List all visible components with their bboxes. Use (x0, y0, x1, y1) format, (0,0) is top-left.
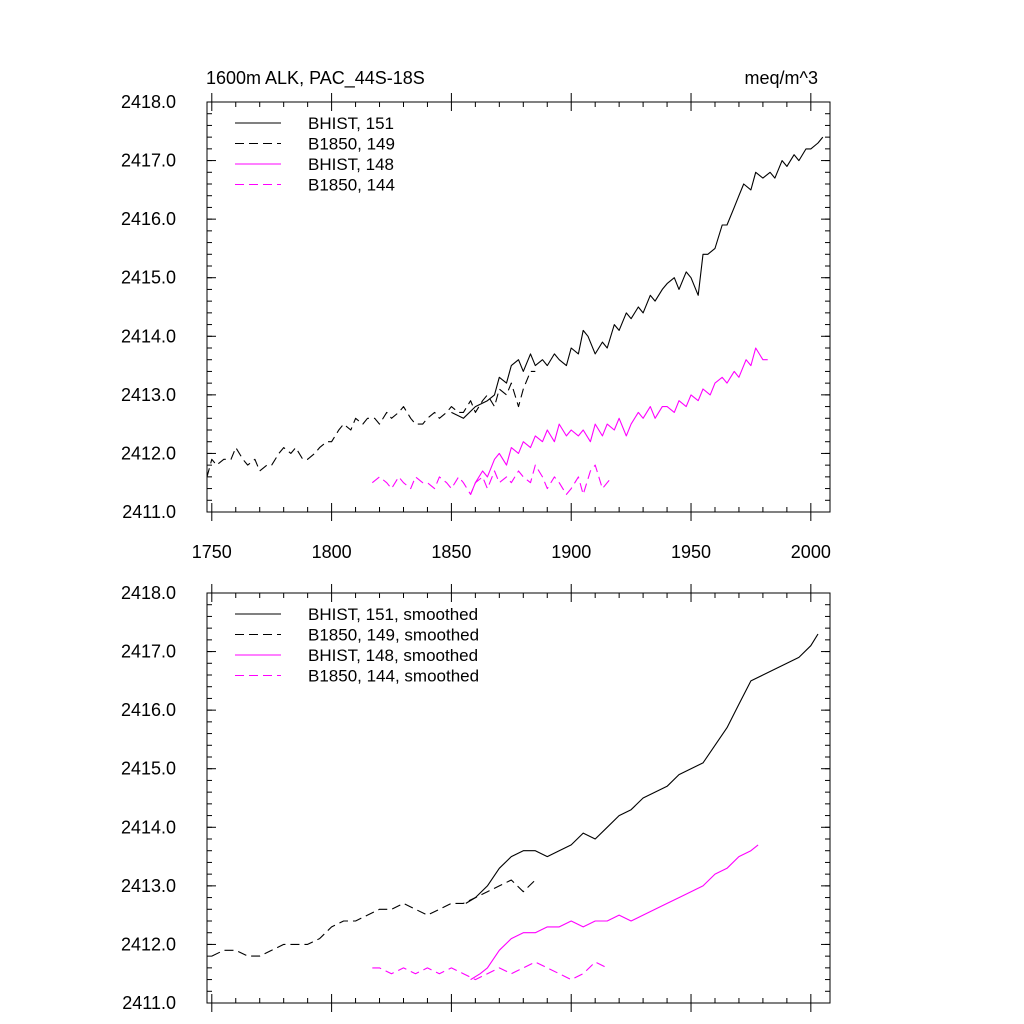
y-tick-label: 2417.0 (121, 151, 176, 171)
series-line (470, 844, 759, 981)
y-tick-label: 2416.0 (121, 700, 176, 720)
series-line (211, 879, 536, 957)
chart-title: 1600m ALK, PAC_44S-18S (206, 68, 425, 89)
x-tick-label: 1900 (551, 542, 591, 562)
y-tick-label: 2416.0 (121, 209, 176, 229)
x-tick-label: 2000 (791, 542, 831, 562)
series-line (470, 347, 768, 495)
legend-label: BHIST, 148 (308, 155, 394, 174)
y-tick-label: 2417.0 (121, 642, 176, 662)
plot-frame (206, 592, 831, 1004)
y-tick-label: 2411.0 (122, 502, 176, 522)
series-line (371, 464, 613, 495)
legend-label: BHIST, 151, smoothed (308, 605, 478, 624)
legend-label: B1850, 144 (308, 176, 395, 195)
panel-bottom: 2411.0 2412.0 2413.0 2414.0 2415.0 2416.0 2417… (121, 583, 831, 1013)
legend-label: B1850, 149, smoothed (308, 626, 479, 645)
series-line (451, 136, 824, 419)
y-tick-label: 2412.0 (121, 443, 176, 463)
y-tick-label: 2411.0 (122, 993, 176, 1013)
y-tick-label: 2415.0 (121, 759, 176, 779)
y-tick-label: 2415.0 (121, 268, 176, 288)
y-tick-label: 2414.0 (121, 326, 176, 346)
legend-label: BHIST, 148, smoothed (308, 646, 478, 665)
x-tick-label: 1950 (671, 542, 711, 562)
y-tick-label: 2414.0 (121, 817, 176, 837)
y-tick-label: 2412.0 (121, 934, 176, 954)
y-tick-label: 2413.0 (121, 876, 176, 896)
x-tick-label: 1750 (192, 542, 232, 562)
plot-frame (206, 101, 831, 513)
legend-label: B1850, 149 (308, 135, 395, 154)
y-tick-label: 2418.0 (121, 92, 176, 112)
series-line (372, 961, 608, 981)
x-tick-label: 1800 (312, 542, 352, 562)
panel-top: 2411.0 2412.0 2413.0 2414.0 2415.0 2416.0 2417… (121, 92, 831, 562)
series-line (465, 633, 819, 904)
y-tick-label: 2413.0 (121, 385, 176, 405)
units-label: meq/m^3 (745, 68, 818, 88)
y-tick-label: 2418.0 (121, 583, 176, 603)
legend-label: BHIST, 151 (308, 114, 394, 133)
x-tick-label: 1850 (431, 542, 471, 562)
series-line (206, 370, 536, 478)
legend-label: B1850, 144, smoothed (308, 667, 479, 686)
